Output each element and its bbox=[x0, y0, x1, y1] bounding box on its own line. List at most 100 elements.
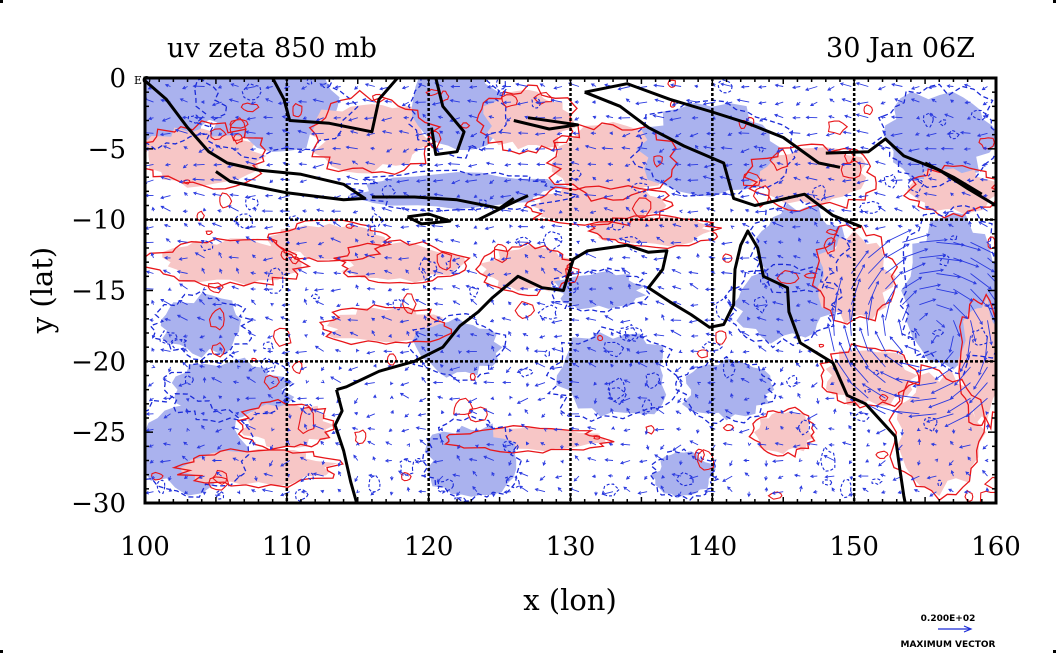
x-tick-label: 120 bbox=[404, 532, 454, 562]
wind-vector bbox=[572, 348, 580, 353]
wind-vector bbox=[321, 331, 326, 336]
wind-vector bbox=[333, 271, 341, 275]
wind-vector bbox=[919, 298, 937, 306]
wind-vector bbox=[626, 407, 631, 415]
wind-vector bbox=[654, 98, 665, 103]
wind-vector bbox=[696, 429, 700, 434]
wind-vector bbox=[946, 131, 954, 136]
wind-vector bbox=[385, 441, 392, 446]
wind-vector bbox=[969, 382, 988, 404]
wind-vector bbox=[243, 86, 256, 90]
wind-vector bbox=[468, 114, 478, 119]
wind-vector bbox=[300, 489, 307, 494]
wind-vector bbox=[149, 459, 154, 464]
wind-vector bbox=[848, 460, 853, 465]
wind-vector bbox=[362, 177, 375, 182]
wind-vector bbox=[950, 470, 955, 477]
wind-vector bbox=[659, 179, 665, 184]
vorticity-speck bbox=[205, 230, 213, 236]
wind-vector bbox=[232, 457, 239, 461]
wind-vector bbox=[388, 334, 393, 338]
wind-vector bbox=[603, 381, 614, 386]
wind-vector bbox=[874, 404, 903, 415]
wind-vector bbox=[686, 163, 699, 167]
wind-vector bbox=[228, 98, 239, 103]
wind-vector bbox=[982, 101, 988, 106]
wind-vector bbox=[914, 193, 920, 198]
wind-vector bbox=[949, 440, 954, 446]
wind-vector bbox=[402, 148, 410, 153]
vorticity-speck bbox=[931, 329, 945, 337]
wind-vector bbox=[712, 459, 717, 463]
wind-vector bbox=[829, 98, 835, 103]
x-axis-label: x (lon) bbox=[523, 583, 617, 617]
wind-vector bbox=[813, 146, 818, 151]
wind-vector bbox=[302, 256, 307, 261]
wind-vector bbox=[594, 412, 598, 417]
wind-vector bbox=[356, 348, 360, 353]
wind-vector bbox=[655, 300, 665, 306]
wind-vector bbox=[332, 221, 341, 228]
wind-vector bbox=[593, 398, 598, 405]
wind-vector bbox=[653, 83, 665, 88]
wind-vector bbox=[524, 115, 529, 120]
wind-vector bbox=[742, 350, 750, 354]
wind-vector bbox=[456, 194, 461, 198]
wind-vector bbox=[436, 475, 444, 483]
wind-vector bbox=[574, 100, 580, 104]
wind-vector bbox=[160, 348, 171, 352]
wind-vector bbox=[585, 224, 597, 229]
wind-vector bbox=[302, 319, 307, 323]
wind-vector bbox=[791, 225, 801, 229]
wind-vector bbox=[644, 475, 648, 480]
wind-vector bbox=[934, 366, 954, 380]
wind-vector bbox=[249, 147, 256, 152]
wind-vector bbox=[151, 347, 155, 352]
wind-vector bbox=[534, 178, 546, 182]
vorticity-speck bbox=[896, 350, 903, 355]
wind-vector bbox=[450, 271, 460, 275]
wind-vector bbox=[178, 257, 188, 261]
wind-vector bbox=[560, 394, 564, 399]
wind-vector bbox=[439, 364, 444, 368]
wind-vector bbox=[268, 146, 273, 151]
wind-vector bbox=[843, 193, 852, 198]
wind-vector bbox=[504, 163, 511, 167]
vorticity-fill-region bbox=[310, 104, 432, 174]
wind-vector bbox=[349, 223, 358, 228]
wind-vector bbox=[645, 223, 649, 228]
vorticity-speck bbox=[207, 282, 224, 294]
eq-label: EQ bbox=[134, 74, 151, 87]
wind-vector bbox=[963, 490, 971, 494]
wind-vector bbox=[626, 178, 631, 182]
wind-vector bbox=[481, 147, 494, 151]
wind-vector bbox=[305, 379, 310, 384]
y-tick-label: −5 bbox=[88, 135, 126, 165]
wind-vector bbox=[457, 444, 461, 450]
wind-vector bbox=[232, 303, 239, 307]
wind-vector bbox=[574, 147, 580, 151]
wind-vector bbox=[331, 315, 341, 321]
wind-vector bbox=[669, 117, 682, 122]
wind-vector bbox=[538, 254, 546, 259]
wind-vector bbox=[489, 195, 495, 200]
wind-vector bbox=[200, 411, 205, 416]
wind-vector bbox=[815, 240, 820, 244]
wind-vector bbox=[232, 176, 239, 181]
wind-vector bbox=[550, 148, 563, 152]
vorticity-speck bbox=[460, 122, 471, 129]
wind-vector bbox=[605, 178, 614, 183]
wind-vector bbox=[690, 349, 699, 353]
wind-vector bbox=[147, 382, 154, 387]
wind-vector bbox=[764, 486, 769, 492]
wind-vector bbox=[271, 427, 275, 432]
wind-vector bbox=[508, 460, 512, 466]
wind-vector bbox=[198, 298, 205, 306]
vorticity-speck bbox=[798, 419, 810, 436]
wind-vector bbox=[940, 351, 954, 367]
wind-vector bbox=[369, 240, 375, 244]
wind-vector bbox=[263, 287, 273, 292]
wind-vector bbox=[437, 115, 443, 120]
wind-vector bbox=[874, 226, 886, 231]
vorticity-speck bbox=[803, 272, 816, 279]
